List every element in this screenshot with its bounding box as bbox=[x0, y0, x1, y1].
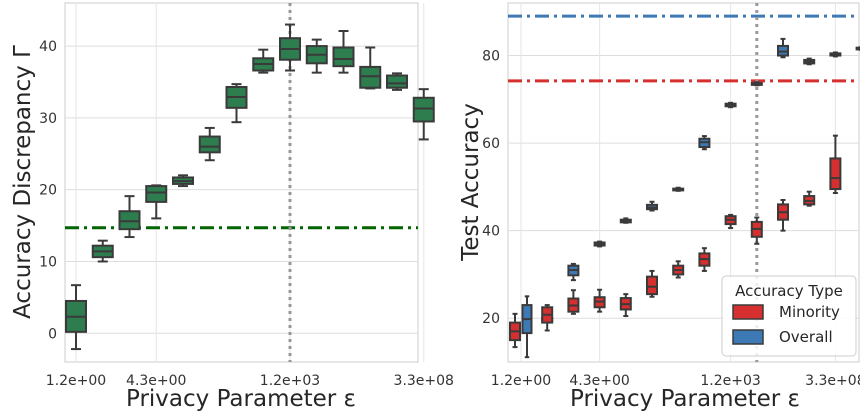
left-x-tick-labels: 1.2e+00 4.3e+00 1.2e+03 3.3e+08 bbox=[46, 373, 454, 389]
box-body bbox=[359, 65, 382, 89]
box-body bbox=[332, 46, 355, 68]
overall-box-5 bbox=[646, 200, 658, 212]
minority-box-0 bbox=[509, 312, 521, 349]
x-tick-label: 1.2e+03 bbox=[260, 373, 320, 389]
box-3 bbox=[145, 184, 168, 220]
minority-box-4 bbox=[619, 293, 632, 318]
box-body bbox=[145, 185, 168, 203]
box-body bbox=[198, 135, 221, 154]
right-x-tick-labels: 1.2e+00 4.3e+00 1.2e+03 3.3e+08 bbox=[491, 373, 860, 389]
box-body bbox=[646, 275, 658, 296]
box-6 bbox=[225, 83, 248, 124]
left-boxes bbox=[65, 23, 435, 351]
x-tick-label: 1.2e+03 bbox=[700, 373, 760, 389]
x-tick-label: 1.2e+00 bbox=[46, 373, 106, 389]
left-x-axis-label: Privacy Parameter ε bbox=[126, 386, 356, 412]
box-body bbox=[386, 74, 408, 89]
minority-box-7 bbox=[698, 247, 711, 272]
minority-box-2 bbox=[567, 289, 580, 315]
left-plot-area bbox=[64, 2, 419, 363]
box-4 bbox=[172, 174, 194, 188]
overall-box-13 bbox=[855, 46, 860, 51]
minority-box-6 bbox=[672, 260, 685, 279]
legend-swatch-minority bbox=[732, 304, 764, 320]
overall-box-4 bbox=[619, 217, 632, 224]
legend-title: Accuracy Type bbox=[735, 282, 843, 300]
overall-box-11 bbox=[803, 57, 816, 66]
x-tick-label: 1.2e+00 bbox=[491, 373, 551, 389]
overall-box-7 bbox=[698, 135, 711, 151]
right-chart: 20 40 60 80 1.2e+00 4.3e+00 1.2e+03 3.3e+08 Pr… bbox=[458, 2, 860, 412]
minority-box-3 bbox=[593, 288, 606, 313]
overall-box-12 bbox=[829, 51, 842, 58]
box-body bbox=[829, 157, 842, 191]
overall-box-2 bbox=[567, 262, 580, 282]
box-13 bbox=[412, 88, 435, 141]
left-y-axis-label: Accuracy Discrepancy Γ bbox=[10, 45, 36, 319]
minority-box-9 bbox=[750, 216, 763, 245]
overall-box-9 bbox=[750, 81, 763, 87]
overall-box-6 bbox=[672, 186, 685, 192]
right-y-axis-label: Test Accuracy bbox=[458, 103, 484, 262]
y-tick-label: 40 bbox=[482, 224, 500, 240]
box-12 bbox=[386, 72, 408, 91]
box-1 bbox=[91, 239, 114, 263]
y-tick-label: 0 bbox=[48, 326, 57, 342]
minority-box-12 bbox=[829, 134, 842, 195]
y-tick-label: 10 bbox=[39, 254, 57, 270]
x-tick-label: 3.3e+08 bbox=[394, 373, 454, 389]
overall-box-0 bbox=[521, 295, 533, 359]
minority-box-10 bbox=[777, 199, 789, 232]
minority-box-8 bbox=[724, 213, 737, 230]
minority-box-1 bbox=[541, 304, 554, 332]
y-tick-label: 40 bbox=[39, 39, 57, 55]
right-y-tick-labels: 20 40 60 80 bbox=[482, 49, 500, 328]
y-tick-label: 60 bbox=[482, 136, 500, 152]
left-y-tick-labels: 0 10 20 30 40 bbox=[39, 39, 57, 342]
y-tick-label: 20 bbox=[39, 183, 57, 199]
legend-label-minority: Minority bbox=[779, 303, 840, 321]
x-tick-label: 4.3e+00 bbox=[126, 373, 186, 389]
legend-label-overall: Overall bbox=[779, 328, 833, 346]
x-tick-label: 4.3e+00 bbox=[569, 373, 629, 389]
box-body bbox=[412, 96, 435, 123]
x-tick-label: 3.3e+08 bbox=[805, 373, 860, 389]
legend-swatch-overall bbox=[732, 329, 764, 345]
box-5 bbox=[198, 126, 221, 162]
box-9 bbox=[305, 38, 328, 74]
left-chart: 0 10 20 30 40 1.2e+00 4.3e+00 1.2e+03 3.3e+08 P… bbox=[10, 2, 454, 412]
right-boxes bbox=[509, 37, 860, 359]
minority-box-11 bbox=[803, 190, 816, 207]
right-x-axis-label: Privacy Parameter ε bbox=[570, 386, 800, 412]
overall-box-3 bbox=[593, 240, 606, 248]
legend: Accuracy Type Minority Overall bbox=[721, 275, 857, 357]
right-reference-lines bbox=[508, 3, 859, 362]
box-body bbox=[118, 210, 141, 231]
box-0 bbox=[65, 284, 87, 351]
box-11 bbox=[359, 46, 382, 90]
y-tick-label: 20 bbox=[482, 311, 500, 327]
box-2 bbox=[118, 195, 141, 239]
left-gridlines bbox=[65, 3, 425, 362]
box-8 bbox=[279, 23, 301, 72]
box-10 bbox=[332, 30, 355, 74]
minority-box-5 bbox=[646, 269, 658, 298]
y-tick-label: 30 bbox=[39, 111, 57, 127]
overall-box-8 bbox=[724, 101, 737, 109]
box-7 bbox=[252, 48, 275, 74]
overall-box-10 bbox=[777, 37, 789, 59]
y-tick-label: 80 bbox=[482, 49, 500, 65]
